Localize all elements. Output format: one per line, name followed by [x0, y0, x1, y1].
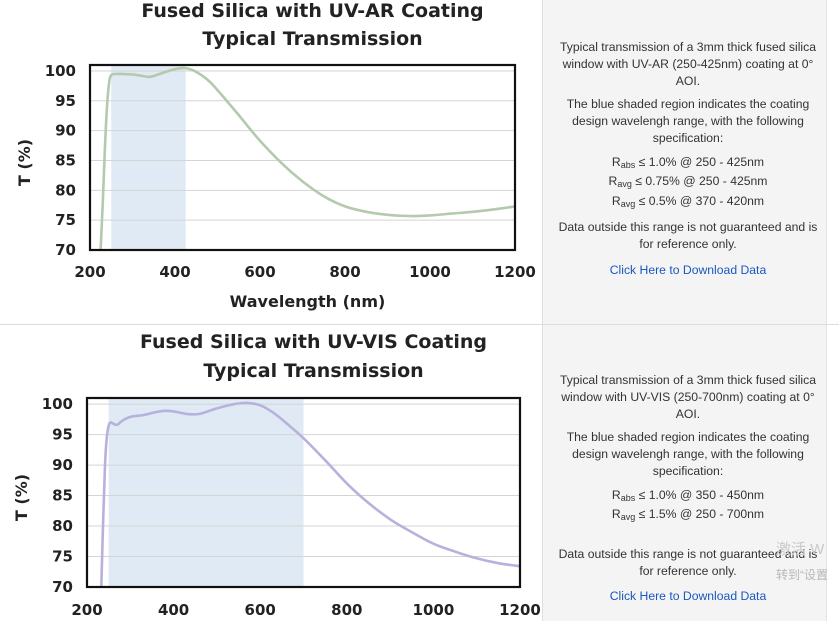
description-intro: Typical transmission of a 3mm thick fuse… — [559, 40, 817, 88]
y-axis-label: T (%) — [15, 139, 34, 186]
description-shade-note: The blue shaded region indicates the coa… — [566, 430, 810, 478]
description-cell: Typical transmission of a 3mm thick fuse… — [542, 325, 827, 621]
x-tick-label: 800 — [329, 263, 360, 281]
description-disclaimer: Data outside this range is not guarantee… — [558, 546, 818, 578]
y-tick-label: 95 — [52, 426, 73, 444]
x-tick-label: 1200 — [499, 601, 541, 619]
x-tick-label: 200 — [71, 601, 102, 619]
chart-cell: Fused Silica with UV-VIS Coating Typical … — [0, 325, 542, 621]
description-text: Typical transmission of a 3mm thick fuse… — [557, 372, 819, 605]
spec-list: Rabs ≤ 1.0% @ 250 - 425nm Ravg ≤ 0.75% @… — [557, 154, 819, 213]
spec-line: Ravg ≤ 1.5% @ 250 - 700nm — [611, 507, 765, 523]
plot-frame — [88, 63, 517, 252]
plot-frame — [85, 396, 522, 589]
spec-line: Ravg ≤ 0.75% @ 250 - 425nm — [608, 174, 768, 190]
x-tick-label: 1000 — [409, 263, 451, 281]
download-data-link[interactable]: Click Here to Download Data — [609, 589, 767, 604]
transmission-chart-uv-vis: Fused Silica with UV-VIS Coating Typical … — [12, 331, 541, 619]
y-tick-label: 100 — [42, 395, 73, 413]
x-axis-label: Wavelength (nm) — [230, 292, 386, 311]
y-tick-label: 95 — [55, 92, 76, 110]
y-tick-label: 75 — [55, 211, 76, 229]
y-tick-label: 75 — [52, 548, 73, 566]
x-tick-label: 1200 — [494, 263, 536, 281]
right-edge-strip — [826, 0, 839, 324]
transmission-line — [100, 401, 520, 587]
x-tick-label: 1000 — [413, 601, 455, 619]
coating-range-shade — [108, 398, 304, 587]
y-tick-label: 85 — [52, 487, 73, 505]
y-tick-label: 90 — [52, 456, 73, 474]
right-edge-strip — [826, 325, 839, 621]
transmission-line — [99, 66, 515, 250]
transmission-chart-uv-ar: Fused Silica with UV-AR Coating Typical T… — [15, 0, 536, 311]
y-tick-label: 100 — [45, 62, 76, 80]
chart-title: Fused Silica with UV-AR Coating — [141, 0, 483, 22]
x-tick-label: 200 — [74, 263, 105, 281]
y-tick-label: 70 — [52, 578, 73, 596]
y-axis-label: T (%) — [12, 474, 31, 521]
y-tick-label: 85 — [55, 151, 76, 169]
spec-line: Rabs ≤ 1.0% @ 250 - 425nm — [611, 154, 765, 170]
chart-cell: Fused Silica with UV-AR Coating Typical T… — [0, 0, 542, 324]
x-tick-label: 400 — [159, 263, 190, 281]
description-shade-note: The blue shaded region indicates the coa… — [566, 97, 810, 145]
chart-subtitle: Typical Transmission — [203, 360, 423, 382]
y-tick-label: 90 — [55, 122, 76, 140]
spec-line: Ravg ≤ 0.5% @ 370 - 420nm — [611, 193, 765, 209]
spec-line: Rabs ≤ 1.0% @ 350 - 450nm — [611, 487, 765, 503]
y-tick-label: 80 — [55, 181, 76, 199]
spec-list: Rabs ≤ 1.0% @ 350 - 450nm Ravg ≤ 1.5% @ … — [557, 487, 819, 526]
x-tick-label: 400 — [158, 601, 189, 619]
description-disclaimer: Data outside this range is not guarantee… — [558, 220, 818, 252]
description-cell: Typical transmission of a 3mm thick fuse… — [542, 0, 827, 324]
os-activation-watermark: 激活 W — [776, 541, 825, 558]
chart-title: Fused Silica with UV-VIS Coating — [140, 331, 487, 353]
coating-range-shade — [111, 65, 186, 250]
x-tick-label: 600 — [245, 601, 276, 619]
product-row-uv-ar: Fused Silica with UV-AR Coating Typical T… — [0, 0, 839, 324]
x-tick-label: 600 — [244, 263, 275, 281]
row-divider — [0, 324, 839, 325]
description-intro: Typical transmission of a 3mm thick fuse… — [559, 373, 817, 421]
download-data-link[interactable]: Click Here to Download Data — [609, 262, 767, 277]
chart-subtitle: Typical Transmission — [202, 28, 422, 50]
y-tick-label: 80 — [52, 517, 73, 535]
y-tick-label: 70 — [55, 241, 76, 259]
product-row-uv-vis: Fused Silica with UV-VIS Coating Typical … — [0, 325, 839, 621]
os-activation-watermark-subtext: 转到“设置 — [776, 568, 828, 582]
description-text: Typical transmission of a 3mm thick fuse… — [557, 39, 819, 279]
x-tick-label: 800 — [331, 601, 362, 619]
